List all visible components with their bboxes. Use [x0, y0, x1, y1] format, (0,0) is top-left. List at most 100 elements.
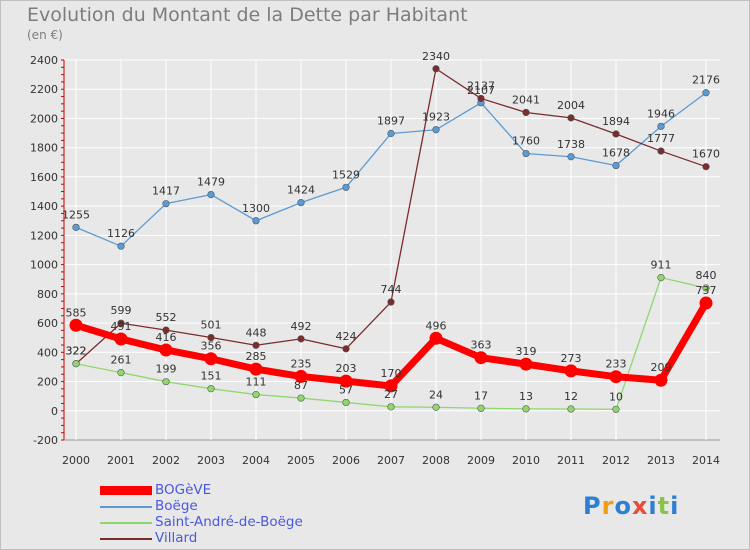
data-point: [252, 390, 260, 399]
data-point: [342, 183, 350, 191]
unit-label: (en €): [27, 28, 63, 42]
data-point: [297, 335, 305, 343]
data-point: [207, 385, 215, 393]
data-label: 322: [66, 345, 87, 358]
data-point: [114, 332, 128, 346]
legend-swatch-villard: [100, 537, 152, 540]
legend-item-bogeve: BOGèVE: [100, 483, 211, 498]
data-label: 1946: [647, 107, 675, 120]
data-label: 1417: [152, 185, 180, 198]
data-point: [249, 362, 263, 376]
data-point: [387, 298, 395, 306]
data-label: 1670: [692, 148, 720, 161]
data-label: 285: [246, 350, 267, 363]
x-tick-label: 2001: [107, 454, 135, 467]
data-label: 448: [246, 326, 267, 339]
proxiti-logo: Proxiti: [583, 492, 679, 520]
data-label: 209: [651, 361, 672, 374]
data-point: [654, 373, 668, 387]
data-point: [294, 369, 308, 383]
data-label: 585: [66, 306, 87, 319]
data-label: 203: [336, 362, 357, 375]
logo-letter: t: [657, 492, 671, 520]
y-tick-label: 400: [37, 346, 58, 359]
data-point: [162, 200, 170, 208]
data-label: 1678: [602, 147, 630, 160]
data-point: [384, 379, 398, 393]
data-point: [432, 65, 440, 73]
x-tick-label: 2010: [512, 454, 540, 467]
data-point: [339, 374, 353, 388]
data-point: [342, 398, 350, 407]
data-label: 24: [429, 388, 443, 401]
data-label: 1738: [557, 138, 585, 151]
data-point: [117, 319, 125, 327]
x-tick-label: 2000: [62, 454, 90, 467]
y-tick-label: 2000: [30, 112, 58, 125]
legend-swatch-bogeve: [100, 486, 152, 495]
data-label: 27: [384, 388, 398, 401]
x-tick-label: 2011: [557, 454, 585, 467]
data-label: 599: [111, 304, 132, 317]
data-point: [519, 357, 533, 371]
data-label: 2340: [422, 50, 450, 63]
data-label: 1529: [332, 168, 360, 181]
logo-letter: o: [614, 492, 632, 520]
data-label: 492: [291, 320, 312, 333]
data-point: [612, 161, 620, 170]
data-point: [204, 352, 218, 366]
logo-letter: r: [601, 492, 615, 520]
data-label: 261: [111, 354, 132, 367]
data-point: [612, 405, 620, 413]
data-label: 496: [426, 319, 447, 332]
data-label: 322: [66, 345, 87, 358]
data-point: [567, 114, 575, 122]
data-label: 356: [201, 340, 222, 353]
data-point: [159, 343, 173, 357]
data-label: 87: [294, 379, 308, 392]
data-point: [699, 296, 713, 310]
legend-item-boege: Boëge: [100, 499, 198, 514]
data-label: 1126: [107, 227, 135, 240]
data-label: 17: [474, 389, 488, 402]
x-tick-label: 2004: [242, 454, 270, 467]
data-label: 319: [516, 345, 537, 358]
data-label: 2176: [692, 74, 720, 87]
data-point: [117, 242, 125, 250]
data-label: 12: [564, 390, 578, 403]
data-point: [342, 345, 350, 353]
data-point: [477, 404, 485, 412]
data-point: [429, 331, 443, 345]
data-point: [207, 191, 215, 199]
logo-letter: P: [583, 492, 602, 520]
data-point: [297, 394, 305, 402]
data-point: [612, 130, 620, 138]
y-tick-label: 600: [37, 317, 58, 330]
data-label: 1894: [602, 115, 630, 128]
data-label: 273: [561, 352, 582, 365]
data-point: [702, 284, 710, 292]
legend-swatch-saint-andre: [100, 521, 152, 524]
x-tick-label: 2012: [602, 454, 630, 467]
x-tick-label: 2009: [467, 454, 495, 467]
y-tick-label: 800: [37, 288, 58, 301]
legend-item-villard: Villard: [100, 531, 197, 546]
data-label: 2004: [557, 99, 585, 112]
data-point: [474, 351, 488, 365]
data-label: 235: [291, 357, 312, 370]
data-point: [477, 94, 485, 103]
data-label: 57: [339, 383, 353, 396]
x-tick-label: 2002: [152, 454, 180, 467]
x-tick-label: 2003: [197, 454, 225, 467]
x-tick-label: 2008: [422, 454, 450, 467]
data-label: 2041: [512, 93, 540, 106]
data-label: 363: [471, 339, 492, 352]
data-point: [702, 163, 710, 171]
data-label: 1479: [197, 176, 225, 189]
data-point: [657, 274, 665, 282]
legend-label-boege: Boëge: [155, 498, 198, 514]
data-point: [117, 369, 125, 377]
data-point: [432, 126, 440, 134]
data-label: 1424: [287, 184, 315, 197]
data-label: 1760: [512, 135, 540, 148]
